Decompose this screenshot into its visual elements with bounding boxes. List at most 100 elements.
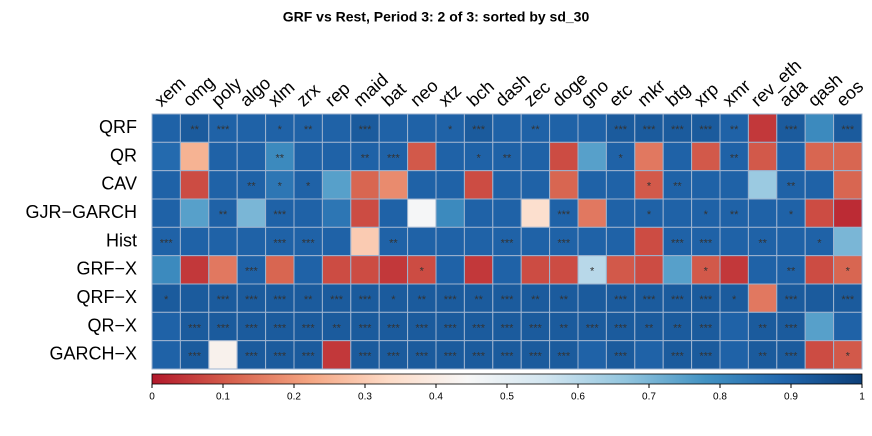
cell (577, 340, 607, 370)
cell (407, 255, 437, 285)
significance-label: ** (531, 124, 540, 136)
significance-label: *** (245, 322, 259, 334)
significance-label: *** (699, 294, 713, 306)
cell (634, 170, 664, 200)
cell (208, 255, 238, 285)
cell (378, 283, 409, 313)
cell (605, 340, 636, 370)
significance-label: * (476, 152, 481, 164)
cell (321, 170, 352, 200)
cell (662, 198, 693, 228)
significance-label: *** (359, 322, 373, 334)
row-label: CAV (101, 174, 137, 194)
significance-label: ** (645, 322, 654, 334)
significance-label: *** (273, 294, 287, 306)
cell (605, 170, 636, 200)
significance-label: ** (332, 322, 341, 334)
cell (265, 340, 295, 370)
row-label: Hist (106, 230, 137, 250)
cell (293, 283, 323, 313)
cell (293, 198, 323, 228)
significance-label: *** (785, 124, 799, 136)
significance-label: * (817, 237, 822, 249)
cell (208, 340, 238, 370)
significance-label: *** (444, 294, 458, 306)
cell (265, 255, 295, 285)
cell (407, 226, 437, 257)
cell (605, 113, 636, 143)
cell (435, 340, 465, 370)
cell (691, 226, 721, 257)
cell (378, 198, 409, 228)
significance-label: ** (190, 124, 199, 136)
column-label: zrx (293, 80, 324, 111)
cell (492, 283, 522, 313)
cell (833, 283, 863, 313)
cell (520, 113, 551, 143)
cell (833, 170, 863, 200)
significance-label: *** (699, 237, 713, 249)
cell (179, 283, 210, 313)
cell (833, 141, 863, 172)
cell (691, 340, 721, 370)
significance-label: ** (560, 294, 569, 306)
cell (776, 311, 806, 342)
cell (378, 340, 409, 370)
cell (208, 283, 238, 313)
significance-label: *** (217, 322, 231, 334)
cell (293, 340, 323, 370)
cell (804, 283, 835, 313)
cell (435, 141, 465, 172)
cell (691, 113, 721, 143)
cell (265, 113, 295, 143)
significance-label: *** (699, 322, 713, 334)
significance-label: ** (304, 294, 313, 306)
significance-label: *** (273, 351, 287, 363)
cell (520, 226, 551, 257)
cell (662, 141, 693, 172)
cell (378, 255, 409, 285)
cell (378, 141, 409, 172)
significance-label: *** (217, 294, 231, 306)
cell (804, 170, 835, 200)
cell (634, 226, 664, 257)
significance-label: *** (359, 294, 373, 306)
significance-label: *** (501, 351, 515, 363)
significance-label: *** (699, 351, 713, 363)
cell (719, 255, 749, 285)
cell (662, 283, 693, 313)
significance-label: *** (785, 322, 799, 334)
colorbar-tick-label: 0.6 (571, 392, 585, 403)
cell (577, 283, 607, 313)
cell (549, 113, 579, 143)
column-label: xlm (264, 77, 298, 111)
significance-label: ** (276, 152, 285, 164)
cell (747, 170, 778, 200)
significance-label: *** (614, 322, 628, 334)
significance-label: *** (643, 124, 657, 136)
cell (350, 255, 380, 285)
significance-label: *** (188, 351, 202, 363)
column-label: btg (662, 79, 694, 111)
significance-label: *** (273, 322, 287, 334)
cell (435, 226, 465, 257)
significance-label: *** (557, 237, 571, 249)
colorbar-tick-label: 0.9 (784, 392, 798, 403)
cell (719, 226, 749, 257)
cell (804, 340, 835, 370)
significance-label: ** (758, 351, 767, 363)
cell (151, 311, 181, 342)
column-label: xtz (435, 80, 465, 110)
cell (350, 198, 380, 228)
significance-label: *** (614, 294, 628, 306)
cell (634, 198, 664, 228)
cell (719, 340, 749, 370)
significance-label: * (704, 209, 709, 221)
cell (691, 255, 721, 285)
significance-label: * (846, 266, 851, 278)
cell (321, 226, 352, 257)
significance-label: * (278, 124, 283, 136)
significance-label: * (164, 294, 169, 306)
colorbar (151, 373, 863, 385)
chart-title: GRF vs Rest, Period 3: 2 of 3: sorted by… (283, 9, 590, 25)
